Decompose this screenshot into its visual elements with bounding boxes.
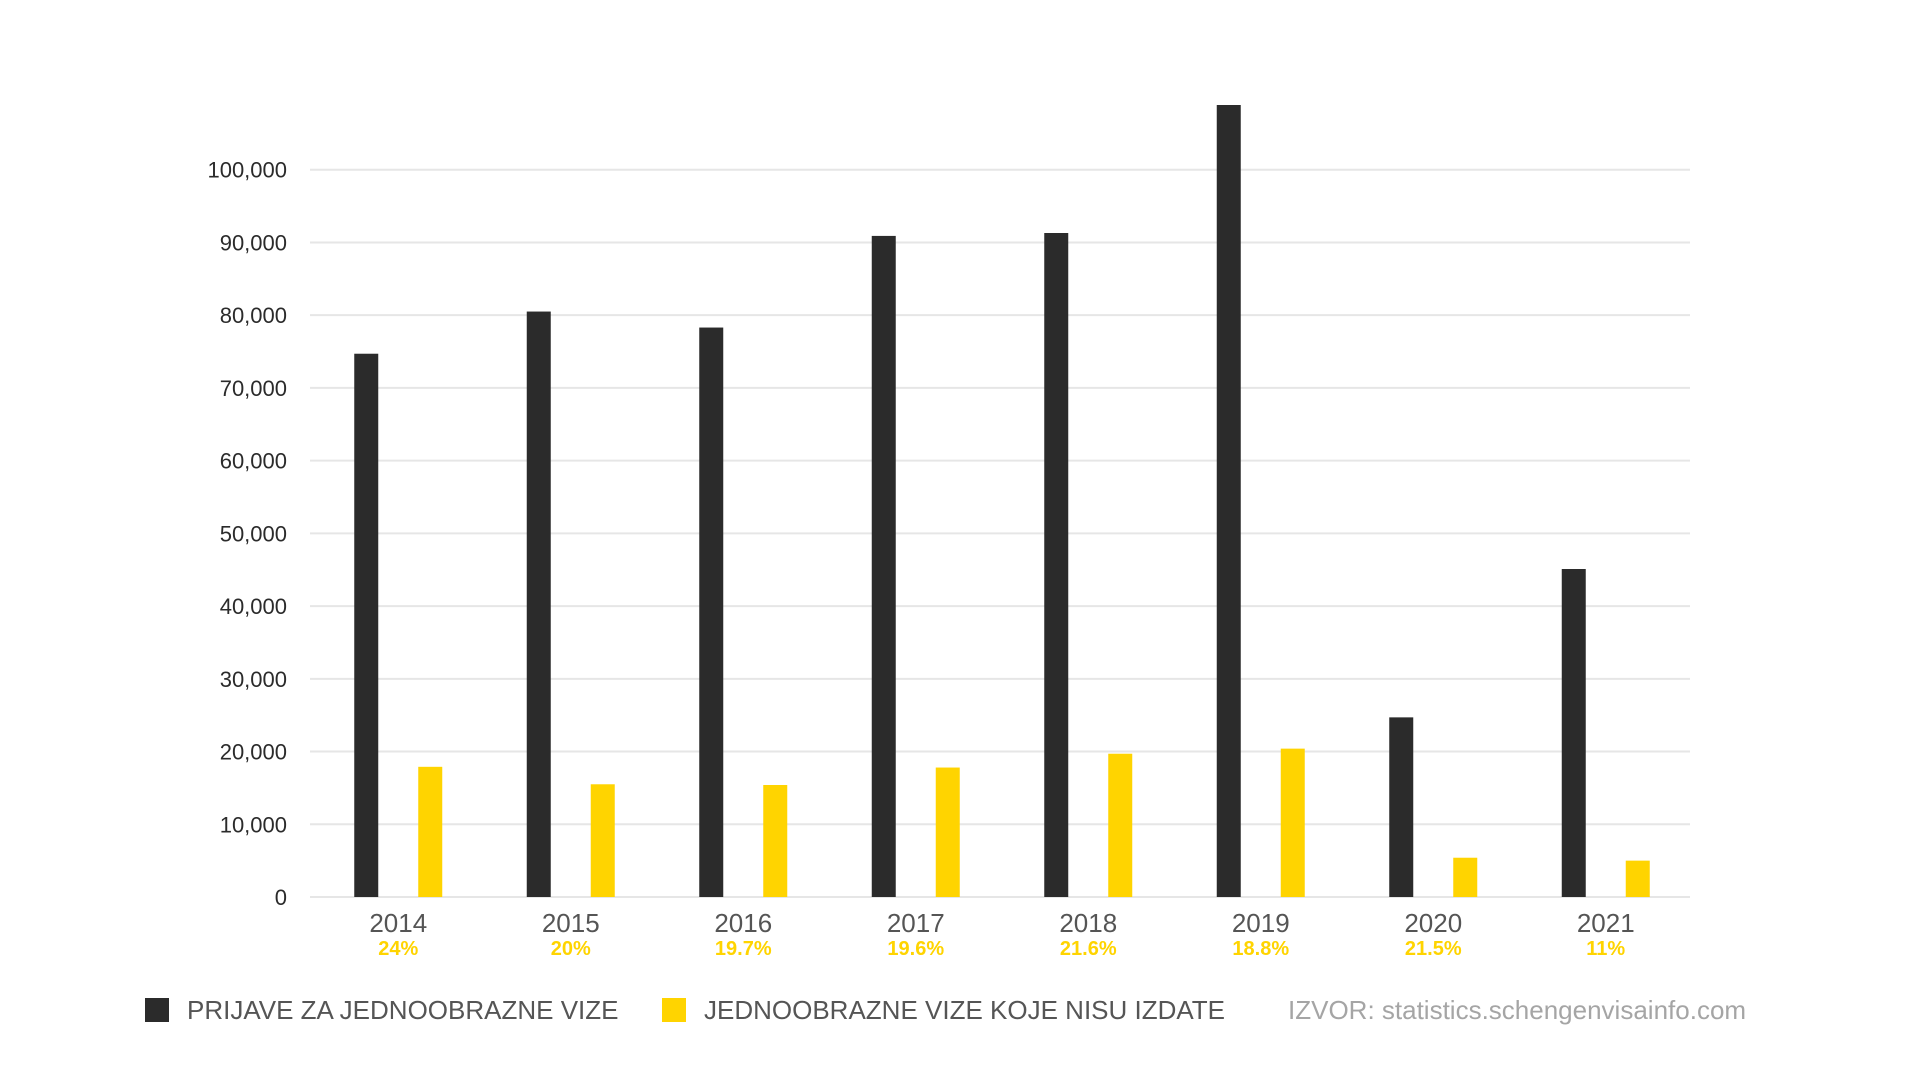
legend-item-refused: JEDNOOBRAZNE VIZE KOJE NISU IZDATE <box>662 990 1225 1030</box>
x-tick-label: 2020 <box>1404 908 1462 938</box>
legend-swatch-applications <box>145 998 169 1022</box>
bar-applications <box>871 235 896 898</box>
y-tick-label: 100,000 <box>207 158 287 183</box>
rejection-rate-label: 21.6% <box>1060 938 1117 960</box>
x-tick-label: 2021 <box>1577 908 1635 938</box>
bar-applications <box>1216 105 1241 897</box>
y-tick-label: 20,000 <box>220 740 287 765</box>
bar-applications <box>526 311 551 898</box>
x-tick-label: 2014 <box>369 908 427 938</box>
bar-refused <box>1453 857 1478 897</box>
bar-refused <box>590 784 615 897</box>
source-text: IZVOR: statistics.schengenvisainfo.com <box>1288 994 1747 1025</box>
bar-refused <box>935 767 960 897</box>
y-tick-label: 0 <box>275 885 287 910</box>
bar-applications <box>1044 233 1069 897</box>
y-tick-label: 40,000 <box>220 594 287 619</box>
bar-applications <box>1561 569 1586 897</box>
rejection-rate-label: 21.5% <box>1405 938 1462 960</box>
grid-lines <box>310 168 1690 898</box>
x-tick-label: 2015 <box>542 908 600 938</box>
bar-refused <box>1280 748 1305 897</box>
y-tick-label: 10,000 <box>220 812 287 837</box>
legend-item-applications: PRIJAVE ZA JEDNOOBRAZNE VIZE <box>145 990 619 1030</box>
rejection-rate-label: 18.8% <box>1232 938 1289 960</box>
rejection-rate-label: 19.6% <box>887 938 944 960</box>
source-note: IZVOR: statistics.schengenvisainfo.com <box>1288 990 1746 1030</box>
bar-refused <box>1108 753 1133 897</box>
x-tick-label: 2017 <box>887 908 945 938</box>
x-tick-label: 2019 <box>1232 908 1290 938</box>
y-tick-label: 70,000 <box>220 376 287 401</box>
bars <box>354 105 1650 898</box>
legend-label-refused: JEDNOOBRAZNE VIZE KOJE NISU IZDATE <box>704 994 1226 1025</box>
x-tick-label: 2016 <box>714 908 772 938</box>
bar-applications <box>354 353 379 897</box>
bar-refused <box>763 785 788 897</box>
x-tick-label: 2018 <box>1059 908 1117 938</box>
y-tick-label: 80,000 <box>220 303 287 328</box>
y-tick-label: 90,000 <box>220 230 287 255</box>
legend-label-applications: PRIJAVE ZA JEDNOOBRAZNE VIZE <box>187 994 619 1025</box>
y-axis-ticks: 0 10,000 20,000 30,000 40,000 50,000 60,000 70,… <box>207 158 287 910</box>
rejection-rate-label: 20% <box>551 938 591 960</box>
y-tick-label: 50,000 <box>220 521 287 546</box>
rejection-rate-label: 11% <box>1586 938 1625 960</box>
legend-swatch-refused <box>662 998 686 1022</box>
y-tick-label: 60,000 <box>220 449 287 474</box>
bar-applications <box>699 327 724 898</box>
bar-applications <box>1389 717 1414 897</box>
rejection-rate-label: 24% <box>378 938 418 960</box>
bar-refused <box>1625 860 1650 897</box>
y-tick-label: 30,000 <box>220 667 287 692</box>
bar-refused <box>418 766 443 897</box>
rejection-rate-label: 19.7% <box>715 938 772 960</box>
